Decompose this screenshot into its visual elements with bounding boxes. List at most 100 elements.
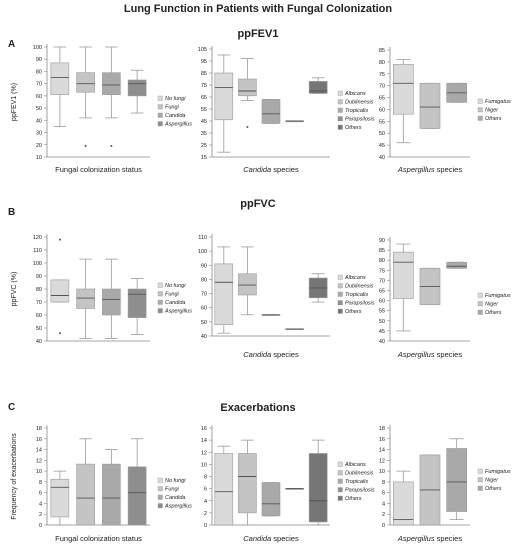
y-tick-label: 85 [379,48,385,54]
box-iqr [76,72,95,93]
legend-swatch [157,299,163,305]
legend-label: Others [485,310,502,316]
legend-swatch [477,301,483,307]
outlier-point [246,126,249,128]
legend-swatch [337,470,343,476]
y-tick-label: 2 [39,512,42,518]
box-dublinensis [238,246,257,316]
y-tick-label: 50 [379,319,385,325]
y-tick-label: 80 [379,60,385,66]
box-fungi [76,438,95,526]
box-candida [102,46,121,147]
y-tick-label: 75 [379,72,385,78]
y-tick-label: 40 [379,155,385,161]
box-iqr [261,99,281,124]
y-tick-label: 60 [36,94,42,100]
x-axis-title: Candida species [243,350,299,359]
box-fumigatus [393,470,414,526]
y-tick-label: 110 [198,235,207,241]
x-axis-title: Candida species [243,165,299,174]
legend-label: Dublinensis [345,471,374,477]
legend-swatch [337,107,343,113]
box-iqr [308,81,328,94]
x-axis-title: Fungal colonization status [55,534,142,543]
y-tick-label: 16 [36,437,42,443]
box-iqr [214,453,234,526]
legend-label: Albicans [344,275,366,281]
box-dublinensis [238,439,257,526]
legend-label: Tropicalis [345,479,368,485]
legend-label: Aspergillus [164,309,192,315]
legend-label: Candida [165,113,186,119]
outlier-point [58,238,61,241]
legend-swatch [337,99,343,105]
legend-swatch [157,112,163,118]
y-tick-label: 2 [204,511,207,517]
y-tick-label: 70 [36,82,42,88]
y-tick-label: 50 [36,106,42,112]
legend-label: Candida [165,300,186,306]
box-iqr [76,288,95,309]
y-tick-label: 15 [201,155,207,161]
y-tick-label: 0 [382,523,385,529]
y-tick-label: 85 [201,71,207,77]
y-tick-label: 8 [204,475,207,481]
x-axis-title: Candida species [243,534,299,543]
y-tick-label: 60 [379,107,385,113]
legend-swatch [157,121,163,127]
y-tick-label: 90 [201,263,207,269]
y-tick-label: 80 [36,287,42,293]
legend-swatch [337,308,343,314]
box-chart-3: 40 45 50 55 60 65 70 75 80 85 Aspergillus species F… [379,47,511,174]
box-chart-9: 0 2 4 6 8 10 12 14 16 18 Aspergillus species Fumiga… [379,425,511,543]
legend-label: Candida [165,495,186,501]
y-tick-label: 120 [33,235,42,241]
y-tick-label: 75 [201,83,207,89]
legend-label: No fungi [165,478,186,484]
y-tick-label: 50 [201,320,207,326]
y-tick-label: 95 [201,59,207,65]
legend-label: Dublinensis [345,284,374,290]
box-chart-6: 40 45 50 55 60 65 70 75 80 85 90 Aspergillus specie… [379,237,511,359]
section-title-ppfev1: ppFEV1 [238,28,279,40]
box-dublinensis [238,58,257,128]
box-aspergillus [127,278,147,335]
legend-swatch [477,292,483,298]
y-tick-label: 25 [201,143,207,149]
box-iqr [308,453,328,523]
y-tick-label: 8 [382,480,385,486]
legend-swatch [477,98,483,104]
legend-swatch [477,115,483,121]
box-others [446,82,467,103]
y-tick-label: 40 [36,339,42,345]
legend-label: Niger [485,108,499,114]
box-iqr [50,478,70,518]
section-title-ppfvc: ppFVC [240,198,275,210]
y-tick-label: 14 [201,438,207,444]
box-chart-5: 40 50 60 70 80 90 100 110 Candida species Albican… [198,234,375,359]
y-tick-label: 30 [36,131,42,137]
box-niger [419,454,441,526]
box-candida [102,449,121,526]
legend-swatch [157,477,163,483]
box-no-fungi [50,470,70,526]
y-tick-label: 10 [36,155,42,161]
box-aspergillus [127,69,147,114]
legend-swatch [337,116,343,122]
legend-swatch [337,495,343,501]
box-no-fungi [50,46,70,127]
box-albicans [214,54,234,153]
y-tick-label: 80 [201,277,207,283]
y-tick-label: 20 [36,143,42,149]
box-iqr [50,279,70,303]
y-tick-label: 60 [379,299,385,305]
legend-swatch [337,274,343,280]
legend-label: Fungi [165,292,180,298]
box-iqr [261,482,281,517]
legend-label: Aspergillus [164,504,192,510]
box-niger [419,267,441,306]
legend-swatch [157,503,163,509]
y-axis-title: ppFEV1 (%) [11,83,18,121]
y-tick-label: 6 [39,491,42,497]
outlier-point [84,145,87,147]
